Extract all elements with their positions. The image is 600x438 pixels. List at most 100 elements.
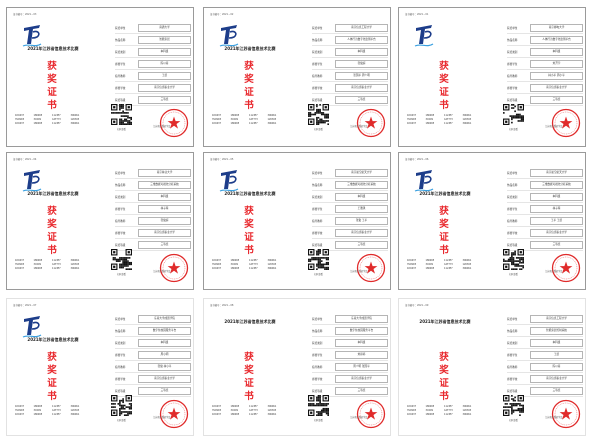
- field-value: 张俊 王平: [335, 216, 388, 225]
- field-row: 作品名称 三维数据可视化分析系统: [312, 179, 388, 191]
- field-value: 南京林业大学: [138, 168, 191, 177]
- field-value: 智能家居: [138, 35, 191, 44]
- competition-title: 2021年江苏省信息技术比赛: [224, 46, 276, 51]
- certificate-card[interactable]: 证书编号：2021...06 2021年江苏省信息技术比赛 获奖证书 1D043…: [398, 152, 586, 290]
- field-value: 王平 王凯: [530, 216, 583, 225]
- serial-code: CAT7Y3: [249, 263, 258, 266]
- certificate-number: 证书编号：2021...06: [405, 158, 429, 161]
- serial-code: 180905: [33, 267, 43, 270]
- serial-codes: 1D0437 180905 11L3E7 3060K1 3V09D3 3C009 CAT7Y…: [212, 405, 286, 416]
- serial-code: 1D0437: [212, 259, 222, 262]
- field-label: 作品名称: [312, 183, 323, 187]
- serial-codes: 1D0437 180905 11L3E7 3060K1 3V09D3 3C009 CAT7Y…: [212, 259, 286, 270]
- field-label: 获奖单位: [115, 171, 126, 175]
- serial-code: 1D0437: [15, 413, 25, 416]
- serial-code: 3V09D3: [212, 409, 222, 412]
- serial-code: CAT7Y3: [249, 118, 258, 121]
- certificate-card[interactable]: 证书编号：2021...04 2021年江苏省信息技术比赛 获奖证书 1D043…: [6, 152, 194, 290]
- issuer-name: 江苏省计算机学会: [350, 125, 368, 128]
- certificate-card[interactable]: 证书编号：2021...05 2021年江苏省信息技术比赛 获奖证书 1D043…: [203, 152, 391, 290]
- field-row: 指导教师 陈以南: [507, 361, 583, 373]
- qr-code-icon[interactable]: [111, 249, 132, 270]
- serial-code: 3V09D3: [15, 263, 25, 266]
- field-value: 三等奖: [530, 95, 583, 104]
- field-row: 参赛学校 南京信息职业大学: [312, 227, 388, 239]
- field-value: 三等奖: [138, 386, 191, 395]
- serial-code: 3V09D3: [15, 118, 25, 121]
- award-heading: 获奖证书: [437, 60, 451, 112]
- field-row: 参赛学校 南京信息职业大学: [507, 227, 583, 239]
- serial-code: 120303: [462, 118, 472, 121]
- serial-code: 180905: [425, 405, 435, 408]
- field-label: 参赛学生: [507, 353, 518, 357]
- serial-code: 3060K1: [267, 114, 277, 117]
- field-row: 参赛学生 刘开宇: [507, 58, 583, 70]
- award-char: 奖: [439, 365, 449, 376]
- award-details-table: 获奖单位 南京信息工程大学 作品名称 智能家居控制系统 获奖类别 本科组 参赛学…: [507, 313, 583, 397]
- qr-code-icon[interactable]: [308, 104, 329, 125]
- award-details-table: 获奖单位 南通大学 作品名称 智能家居 获奖类别 本科组 参赛学生 陈以南 指导…: [115, 22, 191, 106]
- field-row: 获奖单位 南京信息工程大学: [507, 313, 583, 325]
- field-label: 指导教师: [312, 365, 323, 369]
- field-row: 获奖类别 本科组: [312, 337, 388, 349]
- serial-code: 3C009: [33, 409, 41, 412]
- qr-code-icon[interactable]: [503, 395, 524, 416]
- field-label: 获奖单位: [507, 317, 518, 321]
- certificate-card[interactable]: 证书编号：2021...09 2021年江苏省信息技术比赛 获奖证书 1D043…: [398, 298, 586, 436]
- serial-code: 11L3E7: [52, 413, 61, 416]
- field-value: 南京邮电大学: [530, 23, 583, 32]
- field-row: 参赛学生 张俊超: [312, 58, 388, 70]
- field-label: 获奖等级: [312, 98, 323, 102]
- certificate-card[interactable]: 证书编号：2021...03 2021年江苏省信息技术比赛 获奖证书 1D043…: [6, 7, 194, 147]
- field-value: 本科组: [530, 192, 583, 201]
- qr-code-icon[interactable]: [308, 249, 329, 270]
- field-value: 南京信息职业大学: [530, 228, 583, 237]
- field-row: 参赛学生 林子晴: [115, 203, 191, 215]
- field-label: 获奖单位: [115, 317, 126, 321]
- qr-code-icon[interactable]: [503, 249, 524, 270]
- field-label: 参赛学校: [312, 86, 323, 90]
- award-char: 证: [47, 232, 57, 243]
- serial-code: 180905: [33, 259, 43, 262]
- serial-code: 3V09D3: [212, 118, 222, 121]
- serial-code: 3060K1: [70, 267, 80, 270]
- issuer-name: 江苏省计算机学会: [153, 125, 171, 128]
- serial-code: 180905: [230, 267, 240, 270]
- serial-code: 11L3E7: [249, 122, 258, 125]
- field-value: 南京信息工程大学: [530, 314, 583, 323]
- field-label: 指导教师: [507, 74, 518, 78]
- certificate-card[interactable]: 证书编号：2021...01 获奖证书 1D0437 180905 11L3E7 30…: [398, 7, 586, 147]
- serial-code: 11L3E7: [249, 259, 258, 262]
- award-char: 获: [439, 206, 449, 217]
- award-char: 获: [439, 352, 449, 363]
- official-seal-icon: [551, 253, 581, 283]
- certificate-card[interactable]: 证书编号：2021...07 2021年江苏省信息技术比赛 获奖证书 1D043…: [6, 298, 194, 436]
- qr-code-icon[interactable]: [111, 395, 132, 416]
- field-label: 获奖类别: [507, 50, 518, 54]
- serial-code: 3V09D3: [407, 409, 417, 412]
- field-label: 获奖等级: [312, 243, 323, 247]
- qr-code-icon[interactable]: [111, 104, 132, 125]
- serial-code: 3060K1: [70, 114, 80, 117]
- serial-code: 1D0437: [15, 259, 25, 262]
- certificate-card[interactable]: 证书编号：2021...08 2021年江苏省信息技术比赛 获奖证书 1D043…: [203, 298, 391, 436]
- field-label: 参赛学校: [115, 231, 126, 235]
- field-row: 获奖等级 三等奖: [507, 385, 583, 397]
- serial-code: 11L3E7: [249, 267, 258, 270]
- serial-code: 11L3E7: [444, 413, 453, 416]
- award-char: 奖: [439, 219, 449, 230]
- serial-code: 1D0437: [407, 413, 417, 416]
- field-row: 指导教师 张俊超: [115, 215, 191, 227]
- field-label: 作品名称: [507, 329, 518, 333]
- serial-code: 1D0437: [407, 122, 417, 125]
- qr-code-icon[interactable]: [503, 104, 524, 125]
- award-char: 书: [47, 100, 57, 111]
- competition-title: 2021年江苏省信息技术比赛: [224, 191, 276, 196]
- serial-code: 1D0437: [407, 114, 417, 117]
- field-label: 获奖等级: [507, 98, 518, 102]
- serial-code: 3060K1: [70, 259, 80, 262]
- qr-code-icon[interactable]: [308, 395, 329, 416]
- field-value: 本科组: [138, 338, 191, 347]
- qr-caption: 扫码查看: [117, 419, 126, 422]
- certificate-card[interactable]: 证书编号：2021...02 2021年江苏省信息技术比赛 获奖证书 1D043…: [203, 7, 391, 147]
